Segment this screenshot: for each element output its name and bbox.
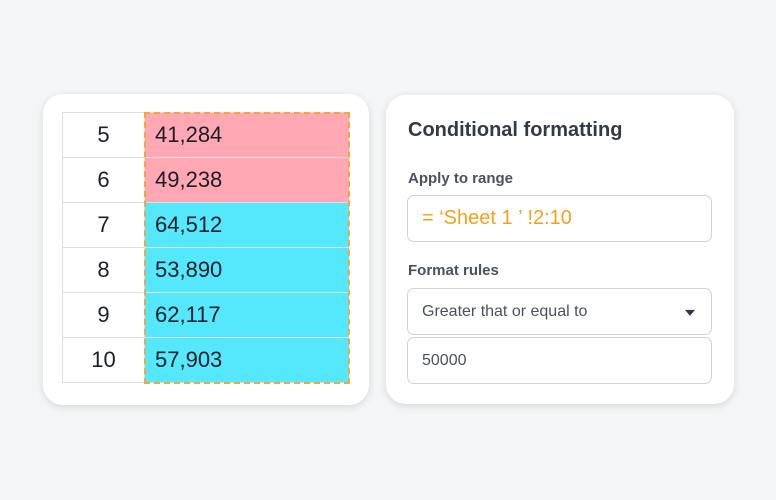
- spreadsheet-body: 5 41,284 6 49,238 7 64,512 8 53,890 9 62,117 10 57,…: [62, 112, 349, 383]
- value-cell[interactable]: 49,238: [144, 157, 349, 203]
- table-row: 7 64,512: [62, 202, 349, 248]
- rule-value-text: 50000: [422, 351, 467, 369]
- row-number[interactable]: 5: [62, 112, 145, 158]
- spreadsheet-card: 5 41,284 6 49,238 7 64,512 8 53,890 9 62,117 10 57,…: [43, 94, 369, 405]
- row-number[interactable]: 9: [62, 292, 145, 338]
- row-number[interactable]: 6: [62, 157, 145, 203]
- rule-value-input[interactable]: 50000: [407, 337, 712, 384]
- panel-title: Conditional formatting: [408, 119, 623, 141]
- table-row: 10 57,903: [62, 337, 349, 383]
- format-rules-label: Format rules: [408, 262, 499, 279]
- range-input[interactable]: = ‘Sheet 1 ’ !2:10: [407, 195, 712, 242]
- rule-condition-value: Greater that or equal to: [422, 302, 588, 320]
- value-cell[interactable]: 64,512: [144, 202, 349, 248]
- row-number[interactable]: 10: [62, 337, 145, 383]
- spreadsheet-table: 5 41,284 6 49,238 7 64,512 8 53,890 9 62,117 10 57,…: [62, 112, 349, 383]
- rule-condition-dropdown[interactable]: Greater that or equal to: [407, 288, 712, 335]
- table-row: 5 41,284: [62, 112, 349, 158]
- table-row: 9 62,117: [62, 292, 349, 338]
- table-row: 8 53,890: [62, 247, 349, 293]
- chevron-down-icon[interactable]: [685, 309, 695, 316]
- apply-to-range-label: Apply to range: [408, 170, 514, 187]
- table-row: 6 49,238: [62, 157, 349, 203]
- value-cell[interactable]: 57,903: [144, 337, 349, 383]
- value-cell[interactable]: 62,117: [144, 292, 349, 338]
- row-number[interactable]: 8: [62, 247, 145, 293]
- range-input-value: = ‘Sheet 1 ’ !2:10: [422, 207, 572, 229]
- row-number[interactable]: 7: [62, 202, 145, 248]
- value-cell[interactable]: 41,284: [144, 112, 349, 158]
- conditional-formatting-panel: Conditional formatting Apply to range = …: [386, 95, 734, 404]
- value-cell[interactable]: 53,890: [144, 247, 349, 293]
